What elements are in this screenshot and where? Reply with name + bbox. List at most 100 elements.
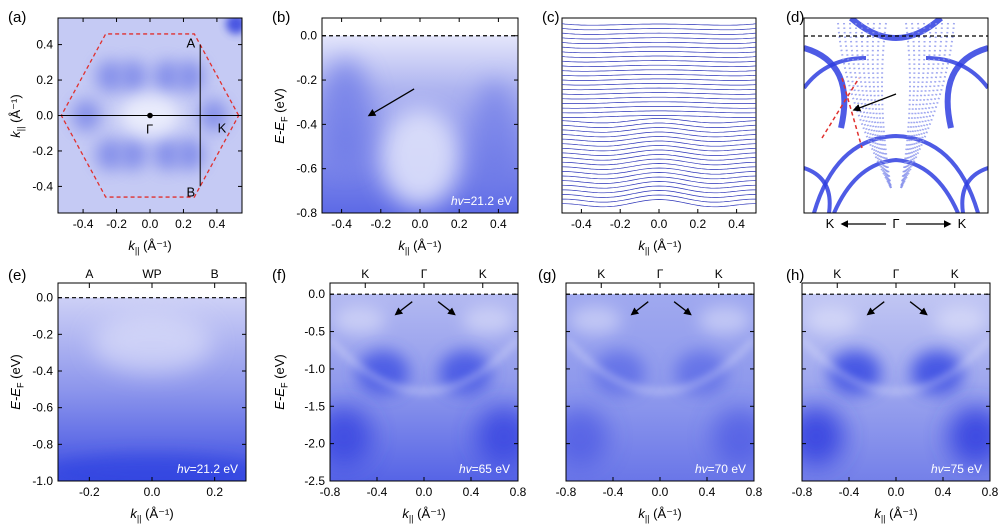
panel-a-intensity-pocket (176, 60, 205, 93)
panel-b-xtick-label: 0.2 (451, 217, 468, 231)
panel-f-xlabel: k|| (Å⁻¹) (402, 506, 445, 524)
panel-c-edc-curve (562, 115, 756, 118)
panel-c-edc-curve (561, 28, 757, 31)
panel-feature-deep (475, 406, 518, 467)
panel-c-edc-curve (561, 78, 757, 81)
panel-d-band (812, 133, 980, 213)
panel-c-edc-curve (561, 60, 757, 63)
panel-c-edc-curve (561, 23, 757, 26)
panel-e-ytick-label: -0.8 (32, 437, 53, 451)
panel-c-edc-curve (561, 167, 757, 175)
panel-e-xlabel: k|| (Å⁻¹) (130, 506, 173, 524)
panel-e-top-label: B (211, 267, 219, 281)
panel-b-ytick-label: -0.2 (296, 73, 317, 87)
panel-e-xtick-label: 0.0 (144, 485, 161, 499)
panel-e-ytick-label: -0.4 (32, 364, 53, 378)
panel-a-label: (a) (8, 9, 26, 26)
panel-a-ytick-label: -0.2 (32, 144, 53, 158)
panel-f-xtick-label: -0.4 (367, 485, 388, 499)
panel-e-xtick-label: -0.2 (79, 485, 100, 499)
panel-a-gamma-label: Γ (146, 122, 153, 137)
panel-c-edc-curve (562, 185, 756, 194)
panel-a-xtick-label: -0.2 (106, 217, 127, 231)
panel-b-label: (b) (272, 9, 290, 26)
panel-h-heatmap (802, 283, 990, 481)
panel-g-xtick-label: -0.8 (556, 485, 577, 499)
panel-d-guide-line-1 (821, 77, 860, 139)
panel-d-band (925, 56, 988, 90)
panel-arrow-right (673, 301, 692, 316)
panel-c-edc-curve (561, 136, 757, 142)
panel-h-top-label: Γ (893, 267, 900, 281)
panel-a-xtick-label: 0.2 (175, 217, 192, 231)
panel-b-heatmap (322, 18, 518, 213)
panel-b-left-band (322, 58, 372, 169)
panel-d-surface-state (900, 22, 955, 189)
panel-g-xlabel: k|| (Å⁻¹) (638, 506, 681, 524)
panel-f-heatmap (330, 283, 518, 481)
panel-a-ytick-label: 0.4 (36, 38, 53, 52)
panel-c-edc-curve (561, 145, 757, 152)
panel-a-xtick-label: -0.4 (73, 217, 94, 231)
panel-e-top-label: A (85, 267, 93, 281)
panel-a-label-A: A (187, 36, 196, 51)
panel-f-xtick-label: 0.8 (510, 485, 527, 499)
panel-c-edc-curve (561, 127, 757, 133)
panel-d-band (804, 45, 848, 129)
panel-g-xtick-label: 0.0 (652, 485, 669, 499)
panel-f-ylabel: E-EF (eV) (272, 354, 290, 409)
panel-g-xtick-label: 0.8 (746, 485, 763, 499)
panel-f-ytick-label: -2.5 (304, 474, 325, 488)
panel-a-ytick-label: 0.2 (36, 73, 53, 87)
panel-c-xtick-label: -0.4 (571, 217, 592, 231)
panel-f-label: (f) (272, 267, 286, 284)
panel-c-edc-curve (561, 140, 757, 147)
panel-d-surface-state (855, 22, 892, 189)
panel-d-label: (d) (786, 9, 804, 26)
panel-c-edc-curve (561, 131, 757, 138)
panel-f-ytick-label: -2.0 (304, 437, 325, 451)
panel-feature-deep (566, 406, 609, 467)
panel-d-surface-state (849, 22, 892, 189)
panel-c-xtick-label: 0.4 (728, 217, 745, 231)
panel-c-edc-curve (561, 158, 757, 166)
panel-c-xlabel: k|| (Å⁻¹) (638, 238, 681, 256)
panel-d-surface-state (860, 22, 892, 189)
panel-feature-dark (592, 350, 645, 395)
panel-b-arpes-cut: -0.4 -0.2 0.0 0.2 0.4 0.0 -0.2 -0.4 -0.6 -0.8 hv=2… (272, 9, 519, 256)
panel-g-arpes-cut: -0.8 -0.4 0.0 0.4 0.8 K Γ Khv=70 eV (g) k|| (Å⁻¹) (538, 267, 763, 524)
panel-a-corner (226, 18, 242, 34)
panel-h-label: (h) (786, 267, 804, 284)
panel-a-intensity-pocket (119, 138, 148, 171)
panel-h-photon-energy: hv=75 eV (931, 462, 982, 476)
panel-g-heatmap (566, 283, 754, 481)
panel-d-surface-state (881, 22, 892, 189)
panel-h-xtick-label: -0.4 (839, 485, 860, 499)
panel-e-photon-energy: hv=21.2 eV (177, 462, 238, 476)
panel-a-xlabel: k|| (Å⁻¹) (128, 238, 171, 256)
panel-d-band (849, 18, 943, 41)
panel-feature-dark (439, 350, 492, 395)
panel-c-edc-curve (561, 87, 757, 91)
panel-b-xtick-label: -0.4 (331, 217, 352, 231)
panel-c-edc-curve (561, 118, 757, 124)
panel-arrow-left (630, 301, 649, 316)
panel-d-frame (803, 17, 989, 214)
panel-d-band (832, 157, 960, 213)
panel-a-xtick-label: 0.0 (142, 217, 159, 231)
panel-feature-dark (911, 350, 964, 395)
panel-d-band (960, 166, 988, 213)
panel-e-ytick-label: -0.6 (32, 401, 53, 415)
panel-a-ylabel: k|| (Å⁻¹) (8, 94, 26, 137)
panel-d-surface-state (837, 22, 892, 189)
panel-c-edc-curve (562, 110, 756, 114)
panel-c-edc-curve (561, 51, 757, 54)
panel-g-label: (g) (538, 267, 556, 284)
panel-a-intensity-pocket (152, 138, 181, 171)
panel-e-arpes-cut: -0.2 0.0 0.2 0.0 -0.2 -0.4 -0.6 -0.8 -1.0 A WP Bhv=… (8, 267, 247, 524)
panel-f-ytick-label: -1.0 (304, 362, 325, 376)
panel-b-xlabel: k|| (Å⁻¹) (398, 238, 441, 256)
panel-c-edc-curve (561, 92, 757, 95)
panel-d-surface-state (900, 22, 916, 189)
panel-d-surface-state (876, 22, 892, 189)
